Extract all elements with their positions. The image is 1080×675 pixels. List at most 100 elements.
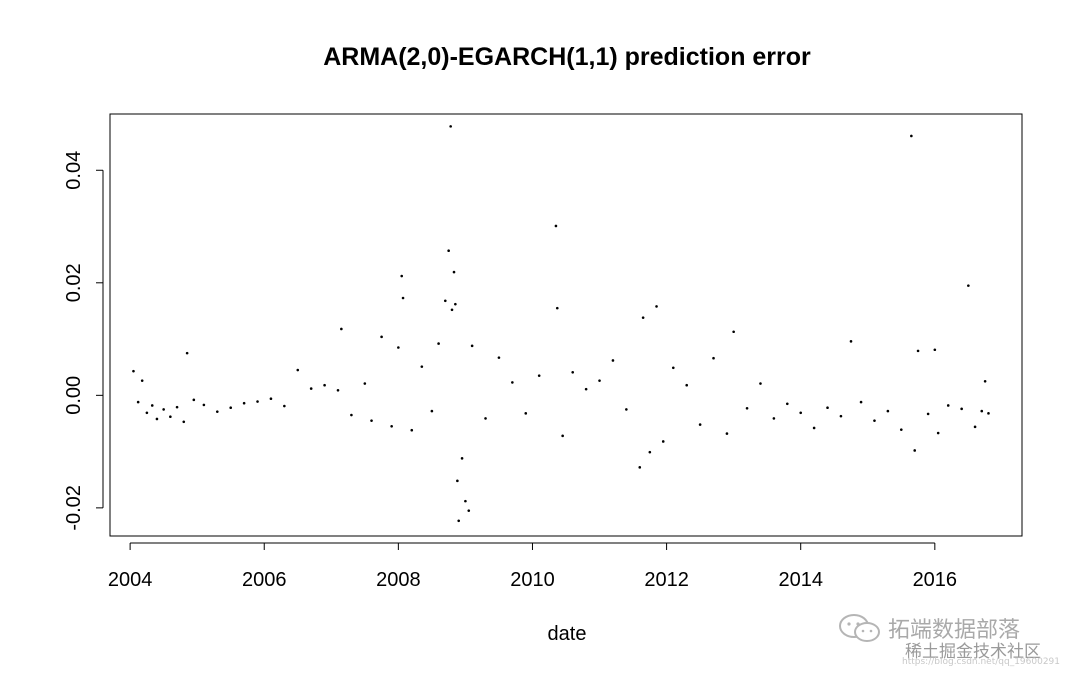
data-point bbox=[169, 415, 172, 419]
data-point bbox=[839, 414, 843, 418]
data-point bbox=[162, 408, 165, 411]
wechat-logo-icon bbox=[839, 614, 880, 642]
x-tick-label: 2004 bbox=[108, 569, 153, 591]
data-point bbox=[132, 369, 135, 373]
data-point bbox=[967, 284, 970, 287]
data-point bbox=[145, 411, 149, 415]
chart-title: ARMA(2,0)-EGARCH(1,1) prediction error bbox=[323, 43, 811, 71]
y-tick-label: 0.02 bbox=[63, 263, 85, 302]
data-point bbox=[983, 379, 987, 383]
x-tick-label: 2014 bbox=[778, 569, 823, 591]
plot-frame bbox=[109, 113, 1023, 537]
data-point bbox=[269, 397, 273, 401]
data-point bbox=[464, 499, 467, 503]
data-point bbox=[511, 381, 514, 384]
data-point bbox=[638, 466, 642, 469]
data-point bbox=[926, 412, 930, 416]
data-point bbox=[936, 431, 940, 435]
x-tick-label: 2016 bbox=[913, 569, 958, 591]
data-point bbox=[175, 405, 179, 409]
data-point bbox=[202, 403, 206, 407]
data-point bbox=[410, 428, 414, 432]
data-point bbox=[899, 428, 903, 431]
data-point bbox=[470, 344, 474, 348]
data-point bbox=[430, 409, 434, 413]
data-point bbox=[611, 359, 615, 362]
data-point bbox=[916, 349, 920, 353]
data-point bbox=[242, 401, 246, 405]
data-point bbox=[745, 406, 749, 410]
data-point bbox=[910, 134, 913, 138]
data-point bbox=[390, 424, 393, 428]
data-point bbox=[296, 368, 300, 372]
data-point bbox=[397, 346, 400, 349]
watermark-url: https://blog.csdn.net/qq_19600291 bbox=[902, 657, 1061, 667]
data-point bbox=[350, 413, 353, 417]
watermark-sub: 稀土掘金技术社区 bbox=[905, 642, 1041, 662]
data-points bbox=[132, 125, 990, 523]
data-point bbox=[933, 348, 937, 352]
data-point bbox=[437, 342, 440, 345]
x-tick-label: 2008 bbox=[376, 569, 421, 591]
data-point bbox=[456, 479, 459, 483]
data-point bbox=[155, 417, 159, 421]
data-point bbox=[457, 519, 461, 523]
data-point bbox=[497, 356, 501, 359]
data-point bbox=[698, 423, 702, 426]
data-point bbox=[671, 366, 675, 370]
x-tick-label: 2010 bbox=[510, 569, 555, 591]
data-point bbox=[785, 402, 789, 406]
data-point bbox=[524, 412, 528, 415]
data-point bbox=[323, 383, 326, 387]
data-point bbox=[484, 417, 487, 420]
data-point bbox=[661, 440, 665, 443]
data-point bbox=[960, 407, 963, 411]
data-point bbox=[309, 387, 313, 390]
data-point bbox=[712, 356, 715, 360]
data-point bbox=[340, 327, 343, 331]
data-point bbox=[185, 351, 189, 355]
data-point bbox=[554, 224, 558, 228]
data-point bbox=[873, 419, 876, 422]
data-point bbox=[283, 404, 286, 408]
data-point bbox=[467, 509, 471, 512]
x-tick-label: 2006 bbox=[242, 569, 287, 591]
data-point bbox=[772, 417, 776, 420]
data-point bbox=[140, 379, 144, 383]
data-point bbox=[826, 406, 829, 410]
data-point bbox=[859, 400, 863, 404]
data-point bbox=[732, 330, 735, 334]
data-point bbox=[980, 409, 984, 413]
data-point bbox=[946, 404, 950, 407]
data-point bbox=[447, 249, 450, 253]
data-point bbox=[452, 270, 456, 274]
data-point bbox=[812, 426, 816, 430]
data-point bbox=[849, 340, 853, 343]
data-point bbox=[150, 404, 154, 407]
data-point bbox=[598, 379, 601, 383]
x-axis: 2004 2006 2008 2010 2012 2014 2016 bbox=[108, 542, 958, 591]
data-point bbox=[192, 398, 196, 402]
data-point bbox=[799, 411, 803, 415]
data-point bbox=[561, 434, 564, 438]
data-point bbox=[571, 370, 575, 374]
data-point bbox=[215, 410, 219, 413]
x-axis-title: date bbox=[548, 623, 587, 645]
x-tick-label: 2012 bbox=[644, 569, 689, 591]
y-axis: -0.02 0.00 0.02 0.04 bbox=[63, 151, 104, 531]
data-point bbox=[973, 425, 977, 429]
watermark-main: 拓端数据部落 bbox=[888, 618, 1021, 643]
data-point bbox=[256, 400, 259, 403]
data-point bbox=[454, 302, 457, 306]
data-point bbox=[913, 449, 917, 452]
data-point bbox=[420, 365, 424, 368]
data-point bbox=[336, 388, 340, 392]
data-point bbox=[449, 125, 452, 128]
data-point bbox=[987, 412, 990, 415]
y-tick-label: 0.00 bbox=[63, 376, 85, 415]
data-point bbox=[136, 400, 140, 404]
data-point bbox=[182, 420, 186, 424]
data-point bbox=[380, 335, 383, 339]
data-point bbox=[460, 457, 464, 460]
